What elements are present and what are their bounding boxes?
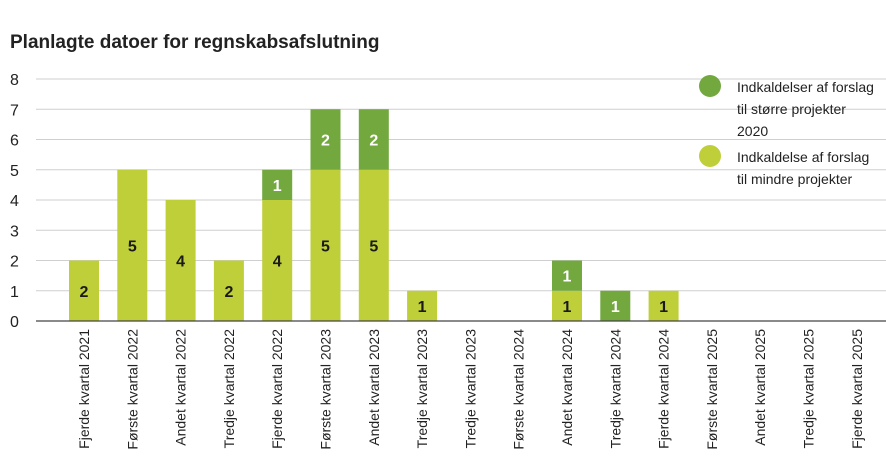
bar-data-label: 5 [321, 238, 330, 255]
legend-swatch [699, 75, 721, 97]
x-tick-label: Fjerde kvartal 2025 [849, 329, 865, 449]
x-tick-label: Første kvartal 2023 [318, 329, 334, 450]
y-tick-label: 4 [10, 193, 19, 210]
x-tick-label: Første kvartal 2022 [124, 329, 140, 450]
x-tick-label: Tredje kvartal 2025 [801, 329, 817, 449]
axis-layer: 0 1 2 3 4 5 6 7 8 Fjerde kvartal 2021 Første kvart… [10, 72, 886, 450]
bar-data-label: 4 [273, 254, 282, 271]
x-tick-label: Fjerde kvartal 2021 [76, 329, 92, 449]
bar-data-label: 5 [128, 238, 137, 255]
y-tick-label: 3 [10, 223, 19, 240]
bar-segment [552, 260, 582, 291]
bar-data-label: 1 [273, 178, 282, 195]
x-tick-label: Andet kvartal 2024 [559, 329, 575, 446]
chart-title: Planlagte datoer for regnskabsafslutning [10, 32, 380, 53]
bar-segment [69, 260, 99, 321]
bar-segment [310, 109, 341, 170]
bar-segment [358, 169, 389, 321]
bar-data-label: 2 [80, 284, 89, 301]
y-tick-label: 2 [10, 254, 19, 271]
legend-label: Indkaldelse af forslag [737, 149, 869, 165]
x-tick-label: Tredje kvartal 2023 [414, 329, 430, 449]
legend: Indkaldelser af forslag til større projek… [699, 75, 874, 187]
legend-label: Indkaldelser af forslag [737, 79, 874, 95]
bar-segment [648, 290, 679, 321]
bar-segment [310, 169, 341, 321]
x-tick-label: Første kvartal 2024 [511, 329, 527, 450]
bar-data-label: 4 [176, 254, 185, 271]
bar-data-label: 1 [418, 299, 427, 316]
bars-layer: 2 5 4 2 4 1 5 2 5 2 1 1 1 1 1 [69, 109, 679, 321]
bar-data-label: 5 [369, 238, 378, 255]
bar-segment [117, 169, 148, 321]
x-tick-label: Fjerde kvartal 2024 [656, 329, 672, 449]
bar-data-label: 1 [611, 299, 620, 316]
legend-label: til mindre projekter [737, 171, 852, 187]
bar-segment [358, 109, 389, 170]
bar-segment [407, 290, 438, 321]
bar-data-label: 2 [321, 133, 330, 150]
bar-segment [262, 200, 293, 321]
x-tick-label: Andet kvartal 2023 [366, 329, 382, 446]
bar-segment [165, 200, 196, 321]
x-tick-label: Første kvartal 2025 [704, 329, 720, 450]
bar-segment [213, 260, 244, 321]
y-tick-label: 8 [10, 72, 19, 89]
bar-segment [600, 290, 631, 321]
x-tick-label: Andet kvartal 2025 [752, 329, 768, 446]
legend-label: til større projekter [737, 101, 846, 117]
y-tick-label: 0 [10, 314, 19, 331]
bar-data-label: 1 [659, 299, 668, 316]
x-tick-label: Fjerde kvartal 2022 [269, 329, 285, 449]
bar-data-label: 2 [369, 133, 378, 150]
x-tick-label: Tredje kvartal 2024 [607, 329, 623, 449]
x-tick-label: Andet kvartal 2022 [173, 329, 189, 446]
x-tick-label: Tredje kvartal 2022 [221, 329, 237, 449]
bar-data-label: 1 [563, 269, 572, 286]
bar-data-label: 1 [563, 299, 572, 316]
x-tick-label: Tredje kvartal 2023 [462, 329, 478, 449]
y-tick-label: 6 [10, 133, 19, 150]
y-tick-label: 1 [10, 284, 19, 301]
legend-label: 2020 [737, 123, 768, 139]
y-tick-label: 5 [10, 163, 19, 180]
y-tick-label: 7 [10, 102, 19, 119]
legend-swatch [699, 145, 721, 167]
bar-segment [262, 169, 293, 200]
bar-data-label: 2 [224, 284, 233, 301]
bar-segment [552, 290, 582, 321]
